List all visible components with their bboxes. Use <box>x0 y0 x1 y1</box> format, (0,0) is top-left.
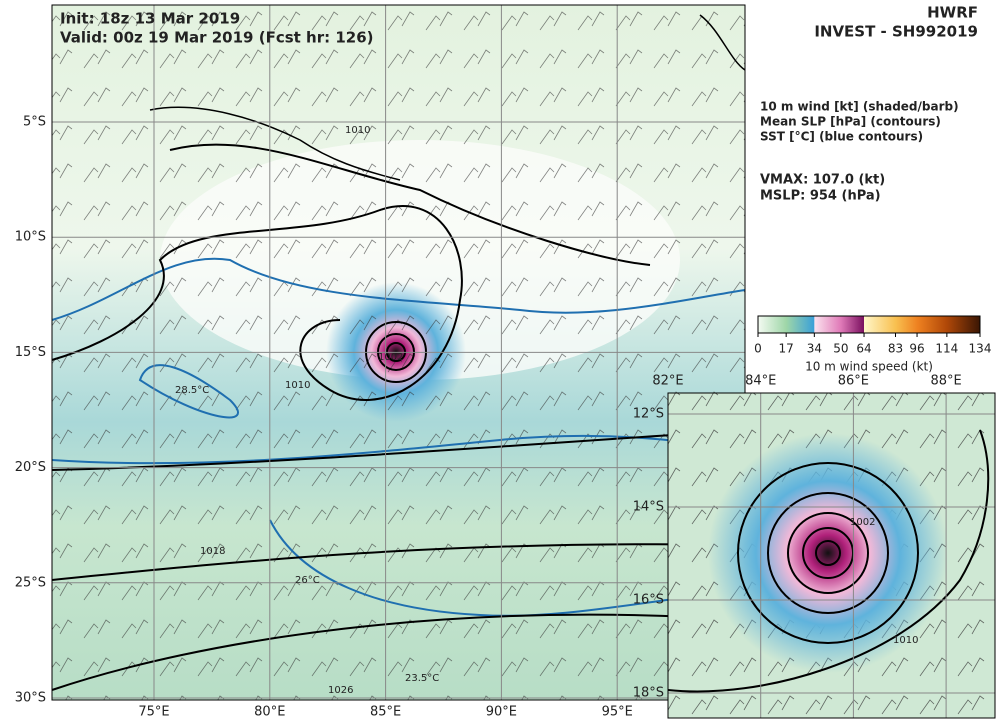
colorbar-tick-label: 64 <box>856 342 871 356</box>
init-time: Init: 18z 13 Mar 2019 <box>60 10 240 28</box>
lat-label: 10°S <box>15 230 46 245</box>
colorbar-tick-label: 114 <box>935 342 958 356</box>
contour-label: 1010 <box>285 380 310 391</box>
colorbar-tick-label: 34 <box>807 342 822 356</box>
inset-lat-label: 14°S <box>633 500 664 515</box>
colorbar-label: 10 m wind speed (kt) <box>805 360 933 374</box>
contour-label: 28.5°C <box>175 385 209 396</box>
colorbar-tick-label: 83 <box>888 342 903 356</box>
lat-label: 30°S <box>15 691 46 706</box>
inset-lon-label: 82°E <box>652 374 683 389</box>
storm-name: INVEST - SH992019 <box>814 23 978 41</box>
vmax: VMAX: 107.0 (kt) <box>760 173 885 188</box>
colorbar-tick-label: 96 <box>909 342 924 356</box>
land <box>149 14 746 181</box>
contour-label: 1018 <box>200 546 225 557</box>
legend-line: 10 m wind [kt] (shaded/barb) <box>760 100 959 114</box>
contour-label: 1010 <box>345 125 370 136</box>
sst-contours <box>51 257 746 617</box>
colorbar <box>757 315 981 334</box>
legend-line: SST [°C] (blue contours) <box>760 130 923 144</box>
contour-label: 1002 <box>378 352 403 363</box>
inset-frame <box>667 392 996 719</box>
lat-label: 5°S <box>23 115 46 130</box>
map-frame <box>51 4 746 701</box>
contour-label: 26°C <box>295 575 320 586</box>
inset-lon-label: 88°E <box>930 374 961 389</box>
model-name: HWRF <box>927 4 978 22</box>
lat-label: 15°S <box>15 345 46 360</box>
contour-label: 23.5°C <box>405 673 439 684</box>
colorbar-tick-label: 50 <box>833 342 848 356</box>
lat-label: 20°S <box>15 460 46 475</box>
inset-storm <box>708 433 948 673</box>
valid-time: Valid: 00z 19 Mar 2019 (Fcst hr: 126) <box>60 29 374 47</box>
inset-contour-label: 1010 <box>893 635 918 646</box>
main-map <box>51 4 746 701</box>
colorbar-tick-label: 17 <box>779 342 794 356</box>
legend-line: Mean SLP [hPa] (contours) <box>760 115 941 129</box>
inset-lat-label: 12°S <box>633 407 664 422</box>
inset-lon-label: 84°E <box>745 374 776 389</box>
inset-lat-label: 18°S <box>633 686 664 701</box>
graticule <box>52 5 745 700</box>
inset-slp <box>667 429 990 693</box>
lon-label: 90°E <box>486 705 517 720</box>
lon-label: 80°E <box>254 705 285 720</box>
slp-contours <box>51 143 746 691</box>
inset-contour-label: 1002 <box>850 517 875 528</box>
lon-label: 75°E <box>138 705 169 720</box>
lon-label: 95°E <box>602 705 633 720</box>
inset-lat-label: 16°S <box>633 593 664 608</box>
inset-map <box>667 392 996 719</box>
colorbar-tick-label: 134 <box>969 342 992 356</box>
colorbar-tick-label: 0 <box>754 342 762 356</box>
contour-label: 1026 <box>328 685 353 696</box>
inset-lon-label: 86°E <box>838 374 869 389</box>
lon-label: 85°E <box>370 705 401 720</box>
lat-label: 25°S <box>15 575 46 590</box>
mslp: MSLP: 954 (hPa) <box>760 189 881 204</box>
legend: 10 m wind [kt] (shaded/barb)Mean SLP [hP… <box>760 100 959 144</box>
